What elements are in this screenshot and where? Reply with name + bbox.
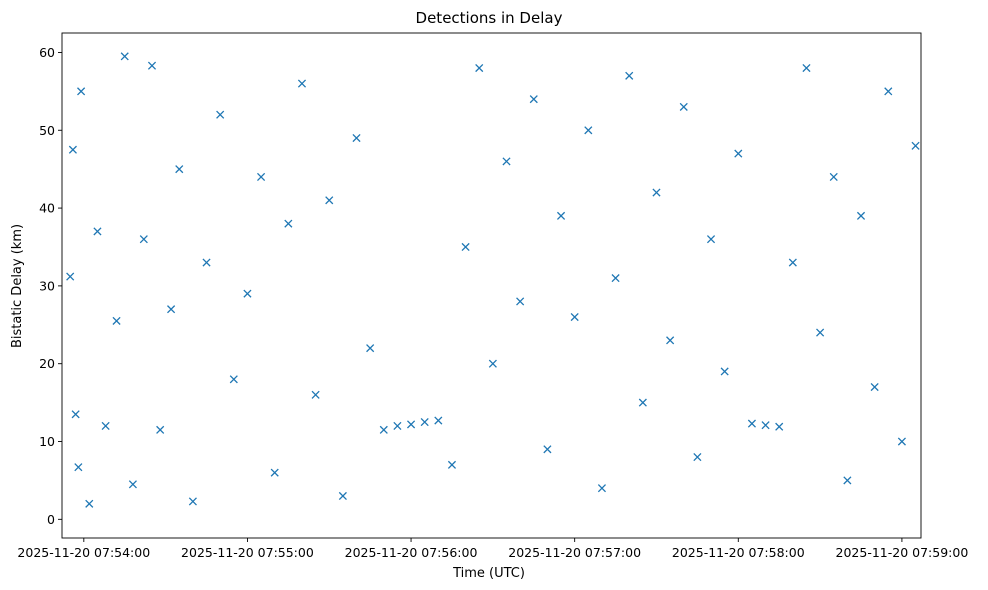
data-point: [570, 312, 579, 322]
data-point: [101, 421, 110, 431]
data-point: [393, 421, 402, 431]
data-point: [556, 211, 566, 220]
data-point: [156, 425, 165, 434]
x-axis: 2025-11-20 07:54:00 2025-11-20 07:55:00 20…: [17, 538, 968, 560]
data-point: [870, 382, 879, 392]
data-point: [897, 437, 906, 446]
data-point: [112, 316, 121, 325]
data-point: [338, 491, 347, 501]
x-axis-label: Time (UTC): [452, 566, 525, 581]
data-point: [147, 61, 157, 70]
data-point: [666, 336, 675, 345]
data-point: [502, 157, 511, 166]
data-point: [406, 420, 416, 429]
data-point: [202, 258, 211, 267]
data-point: [325, 196, 334, 205]
x-tick-label: 2025-11-20 07:58:00: [672, 545, 805, 560]
data-point: [679, 102, 688, 111]
data-point: [71, 410, 80, 419]
plot-area: [61, 32, 922, 539]
y-axis-label: Bistatic Delay (km): [10, 224, 25, 348]
data-point: [175, 165, 184, 174]
data-point: [270, 468, 279, 477]
data-point: [693, 453, 702, 462]
x-tick-label: 2025-11-20 07:55:00: [181, 545, 314, 560]
data-point: [229, 375, 238, 384]
data-point: [584, 126, 593, 135]
y-tick-label: 60: [39, 45, 55, 60]
data-point: [625, 71, 634, 80]
data-point: [638, 398, 647, 407]
data-point: [775, 422, 784, 431]
x-tick-label: 2025-11-20 07:54:00: [17, 545, 150, 560]
data-point: [747, 419, 756, 428]
data-point: [77, 87, 86, 96]
chart-title: Detections in Delay: [416, 9, 563, 27]
data-point: [120, 52, 129, 61]
data-point: [788, 258, 797, 267]
y-tick-label: 40: [39, 201, 55, 216]
y-tick-label: 30: [39, 278, 55, 293]
data-point: [761, 421, 770, 430]
data-point: [911, 141, 920, 150]
x-tick-label: 2025-11-20 07:59:00: [836, 545, 969, 560]
x-tick-label: 2025-11-20 07:57:00: [508, 545, 641, 560]
data-point: [802, 63, 811, 73]
y-tick-label: 20: [39, 356, 55, 371]
data-point: [311, 390, 320, 399]
data-point: [652, 188, 661, 197]
y-axis: 0 10 20 30 40 50 60: [39, 45, 62, 527]
data-point: [139, 235, 148, 244]
data-point: [447, 460, 457, 469]
data-point: [720, 367, 729, 376]
y-tick-label: 10: [39, 434, 55, 449]
data-point: [597, 484, 607, 493]
data-point: [529, 95, 538, 104]
data-point: [167, 305, 176, 314]
data-point: [461, 242, 470, 252]
data-point: [706, 235, 716, 244]
data-point: [284, 219, 293, 228]
scatter-markers: [66, 52, 920, 508]
data-point: [856, 211, 866, 220]
data-point: [379, 425, 388, 434]
data-point: [611, 274, 620, 283]
data-point: [188, 497, 197, 506]
data-point: [884, 87, 893, 96]
y-tick-label: 0: [47, 512, 55, 527]
data-point: [843, 476, 852, 485]
data-point: [352, 133, 361, 143]
data-point: [93, 227, 102, 236]
data-point: [420, 418, 429, 427]
data-point: [243, 289, 252, 298]
data-point: [74, 463, 83, 472]
data-point: [516, 297, 525, 306]
data-point: [366, 344, 375, 353]
data-point: [297, 79, 307, 88]
data-point: [734, 149, 743, 158]
data-point: [66, 272, 75, 281]
data-point: [216, 110, 225, 119]
data-point: [829, 172, 838, 182]
data-point: [543, 445, 552, 454]
data-point: [488, 359, 497, 368]
data-point: [68, 145, 77, 154]
x-tick-label: 2025-11-20 07:56:00: [345, 545, 478, 560]
data-point: [816, 328, 825, 337]
data-point: [257, 172, 266, 182]
data-point: [434, 416, 443, 425]
data-point: [475, 63, 484, 73]
data-point: [85, 499, 94, 508]
y-tick-label: 50: [39, 123, 55, 138]
data-point: [128, 480, 137, 489]
